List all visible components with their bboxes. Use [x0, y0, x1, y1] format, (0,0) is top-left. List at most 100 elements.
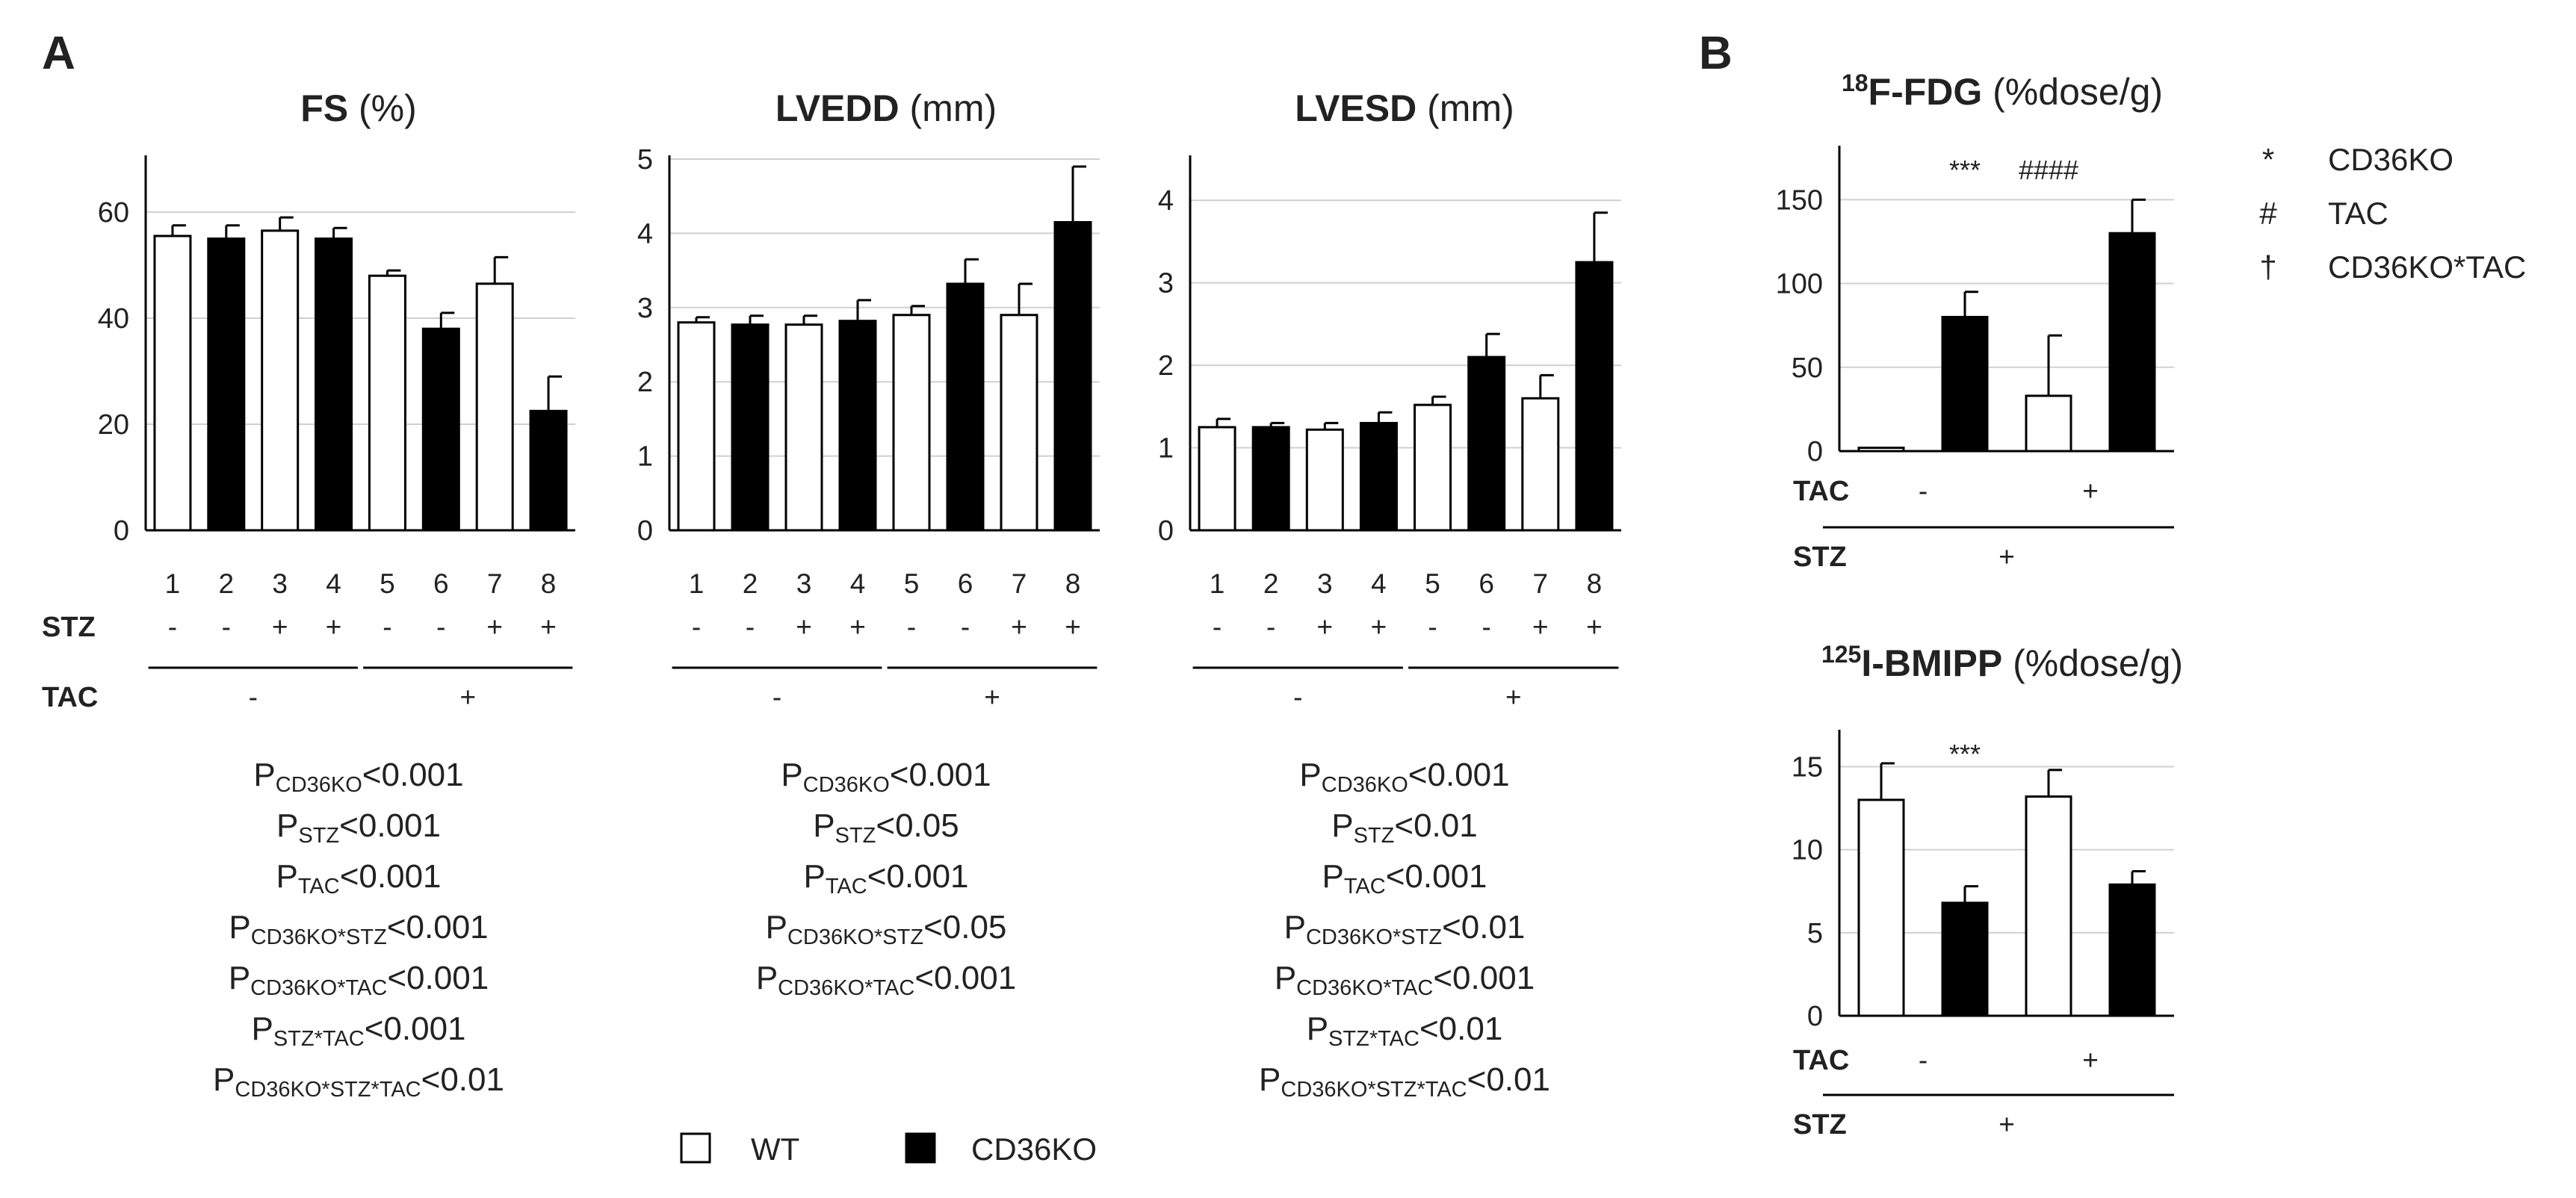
bar-2: [1941, 315, 1989, 453]
y-tick-label: 0: [1158, 515, 1174, 547]
genotype-legend: WT CD36KO: [680, 1132, 1097, 1167]
stz-row-label-b1: STZ: [1793, 541, 1847, 573]
sig-legend-label: TAC: [2328, 196, 2388, 231]
title-superscript: 18: [1842, 69, 1868, 96]
bar-7: [1000, 314, 1038, 532]
y-tick-label: 2: [637, 367, 653, 398]
group-number: 6: [433, 568, 449, 599]
bar-3: [2025, 394, 2072, 453]
significance-legend: * CD36KO # TAC † CD36KO*TAC: [2259, 142, 2526, 285]
y-tick-label: 0: [1807, 436, 1823, 468]
y-tick-label: 4: [637, 218, 653, 249]
panel-label-a: A: [42, 28, 75, 79]
stz-row-label-b2: STZ: [1793, 1109, 1847, 1140]
stz-sign: -: [1213, 612, 1222, 642]
y-tick-label: 4: [1158, 185, 1174, 217]
legend-ko-swatch: [905, 1132, 936, 1164]
bar-8: [1053, 220, 1092, 532]
sig-legend-symbol: *: [2262, 142, 2274, 177]
p-value-line: PCD36KO<0.001: [253, 757, 463, 797]
group-number: 1: [1210, 568, 1225, 599]
sig-legend-label: CD36KO: [2328, 142, 2453, 177]
group-number: 6: [958, 568, 973, 599]
bar-4: [1359, 421, 1398, 532]
y-tick-label: 10: [1792, 835, 1823, 866]
significance-mark: ####: [2019, 155, 2078, 185]
group-number: 1: [165, 568, 181, 599]
stz-sign: -: [746, 612, 755, 642]
legend-wt-label: WT: [751, 1132, 799, 1167]
bar-7: [475, 282, 514, 532]
group-number: 8: [1065, 568, 1081, 599]
y-tick-label: 3: [1158, 268, 1174, 300]
title-unit: (mm): [1417, 87, 1514, 129]
chart-title: FS (%): [300, 87, 417, 129]
group-number: 4: [326, 568, 341, 599]
group-number: 4: [1371, 568, 1387, 599]
bar-2: [731, 323, 770, 532]
chart-title: 18F-FDG (%dose/g): [1842, 69, 2163, 113]
stz-sign: -: [222, 612, 231, 642]
panel-label-b: B: [1699, 28, 1733, 79]
bar-3: [2025, 795, 2072, 1017]
legend-ko-label: CD36KO: [971, 1132, 1097, 1167]
bar-2: [1941, 901, 1989, 1017]
stz-sign: +: [1532, 612, 1549, 642]
bar-1: [153, 235, 192, 532]
bar-2: [207, 238, 246, 532]
title-main: LVEDD: [775, 87, 900, 129]
stz-sign: +: [1586, 612, 1603, 642]
fs-chart: FS (%) 0 20 40 60 1 2 3 4 5 6 7 8 - - + + - - + + - + PCD36KO<0…: [98, 87, 575, 1102]
stz-sign: +: [1317, 612, 1334, 642]
bar-1: [1857, 447, 1905, 453]
tac-sign: -: [1293, 682, 1302, 713]
group-number: 8: [1587, 568, 1603, 599]
fdg-chart: 18F-FDG (%dose/g) 0 50 100 150 *** #### - + +: [1776, 69, 2174, 572]
group-number: 5: [904, 568, 920, 599]
y-tick-label: 60: [98, 197, 129, 229]
stz-sign: +: [1998, 1109, 2015, 1140]
y-tick-label: 20: [98, 409, 129, 441]
p-value-line: PSTZ<0.01: [1331, 807, 1477, 848]
chart-title: LVESD (mm): [1295, 87, 1514, 129]
y-tick-label: 15: [1792, 751, 1823, 783]
group-number: 2: [219, 568, 235, 599]
stz-sign: -: [383, 612, 391, 642]
tac-sign: +: [459, 682, 476, 713]
y-tick-label: 1: [1158, 433, 1174, 465]
tac-sign: -: [249, 682, 258, 713]
group-number: 2: [743, 568, 758, 599]
title-main: FS: [300, 87, 348, 129]
p-values: PCD36KO<0.001 PSTZ<0.01 PTAC<0.001 PCD36KO*…: [1259, 757, 1550, 1102]
group-number: 7: [1533, 568, 1549, 599]
p-value-line: PCD36KO*STZ<0.05: [766, 909, 1007, 949]
stz-sign: +: [796, 612, 812, 642]
bar-1: [677, 321, 716, 532]
stz-sign: -: [907, 612, 916, 642]
group-number: 3: [796, 568, 812, 599]
p-value-line: PTAC<0.001: [1322, 858, 1487, 899]
stz-sign: +: [540, 612, 557, 642]
tac-sign: +: [2082, 476, 2099, 506]
p-value-line: PCD36KO*STZ*TAC<0.01: [1259, 1061, 1550, 1102]
bar-6: [421, 327, 460, 532]
stz-sign: +: [1371, 612, 1387, 642]
bar-8: [529, 409, 568, 532]
group-number: 8: [541, 568, 557, 599]
y-tick-label: 0: [1807, 1001, 1823, 1032]
title-main: F-FDG: [1868, 71, 1983, 113]
chart-title: 125I-BMIPP (%dose/g): [1821, 641, 2183, 684]
p-value-line: PSTZ<0.001: [276, 807, 441, 848]
tac-sign: +: [1505, 682, 1522, 713]
bar-4: [315, 238, 353, 532]
y-tick-label: 50: [1792, 353, 1823, 384]
group-number: 4: [850, 568, 866, 599]
tac-sign: -: [1919, 1045, 1928, 1076]
bar-5: [1414, 403, 1452, 532]
tac-row-label: TAC: [42, 682, 98, 713]
y-tick-label: 5: [1807, 918, 1823, 949]
bar-4: [838, 320, 877, 532]
stz-sign: +: [1011, 612, 1027, 642]
stz-sign: +: [326, 612, 342, 642]
